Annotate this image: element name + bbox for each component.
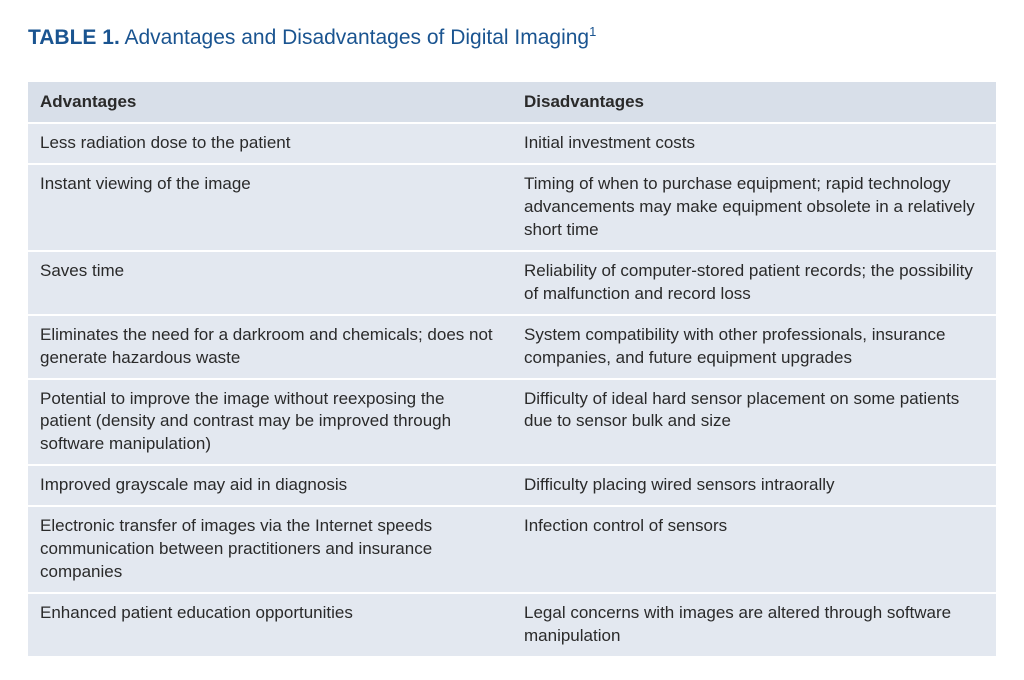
- advantage-cell: Saves time: [28, 251, 512, 315]
- disadvantage-cell: Reliability of computer-stored patient r…: [512, 251, 996, 315]
- advantage-cell: Improved grayscale may aid in diagnosis: [28, 465, 512, 506]
- disadvantage-cell: Timing of when to purchase equipment; ra…: [512, 164, 996, 251]
- table-row: Improved grayscale may aid in diagnosis …: [28, 465, 996, 506]
- disadvantage-cell: System compatibility with other professi…: [512, 315, 996, 379]
- table-row: Instant viewing of the image Timing of w…: [28, 164, 996, 251]
- advantages-disadvantages-table: Advantages Disadvantages Less radiation …: [28, 82, 996, 656]
- table-label: TABLE 1.: [28, 26, 120, 49]
- disadvantage-cell: Initial investment costs: [512, 123, 996, 164]
- disadvantage-cell: Difficulty placing wired sensors intraor…: [512, 465, 996, 506]
- advantage-cell: Electronic transfer of images via the In…: [28, 506, 512, 593]
- table-row: Enhanced patient education opportunities…: [28, 593, 996, 656]
- table-title: Advantages and Disadvantages of Digital …: [124, 26, 589, 49]
- table-row: Electronic transfer of images via the In…: [28, 506, 996, 593]
- table-superscript: 1: [589, 24, 596, 39]
- table-row: Less radiation dose to the patient Initi…: [28, 123, 996, 164]
- advantage-cell: Instant viewing of the image: [28, 164, 512, 251]
- table-header-row: Advantages Disadvantages: [28, 82, 996, 123]
- advantage-cell: Enhanced patient education opportunities: [28, 593, 512, 656]
- table-row: Saves time Reliability of computer-store…: [28, 251, 996, 315]
- disadvantage-cell: Infection control of sensors: [512, 506, 996, 593]
- advantage-cell: Less radiation dose to the patient: [28, 123, 512, 164]
- disadvantage-cell: Legal concerns with images are altered t…: [512, 593, 996, 656]
- table-caption: TABLE 1. Advantages and Disadvantages of…: [28, 24, 996, 50]
- advantage-cell: Potential to improve the image without r…: [28, 379, 512, 466]
- column-header-disadvantages: Disadvantages: [512, 82, 996, 123]
- table-row: Potential to improve the image without r…: [28, 379, 996, 466]
- advantage-cell: Eliminates the need for a darkroom and c…: [28, 315, 512, 379]
- column-header-advantages: Advantages: [28, 82, 512, 123]
- disadvantage-cell: Difficulty of ideal hard sensor placemen…: [512, 379, 996, 466]
- table-row: Eliminates the need for a darkroom and c…: [28, 315, 996, 379]
